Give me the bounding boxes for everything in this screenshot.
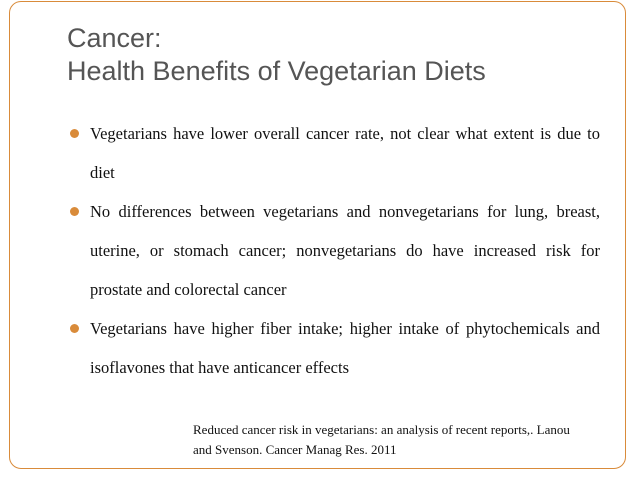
bullet-dot-icon: [70, 207, 79, 216]
bullet-item: No differences between vegetarians and n…: [70, 192, 600, 309]
slide-title-line-2: Health Benefits of Vegetarian Diets: [67, 56, 486, 86]
bullet-text: Vegetarians have lower overall cancer ra…: [90, 124, 600, 182]
citation: Reduced cancer risk in vegetarians: an a…: [193, 422, 570, 457]
slide-title: Cancer: Health Benefits of Vegetarian Di…: [67, 22, 486, 88]
slide-frame: [9, 1, 626, 469]
bullet-item: Vegetarians have lower overall cancer ra…: [70, 114, 600, 192]
bullet-item: Vegetarians have higher fiber intake; hi…: [70, 309, 600, 387]
bullet-dot-icon: [70, 129, 79, 138]
bullet-text: No differences between vegetarians and n…: [90, 202, 600, 299]
slide-title-line-1: Cancer:: [67, 23, 162, 53]
bullet-dot-icon: [70, 324, 79, 333]
bullet-list: Vegetarians have lower overall cancer ra…: [70, 114, 600, 387]
bullet-text: Vegetarians have higher fiber intake; hi…: [90, 319, 600, 377]
